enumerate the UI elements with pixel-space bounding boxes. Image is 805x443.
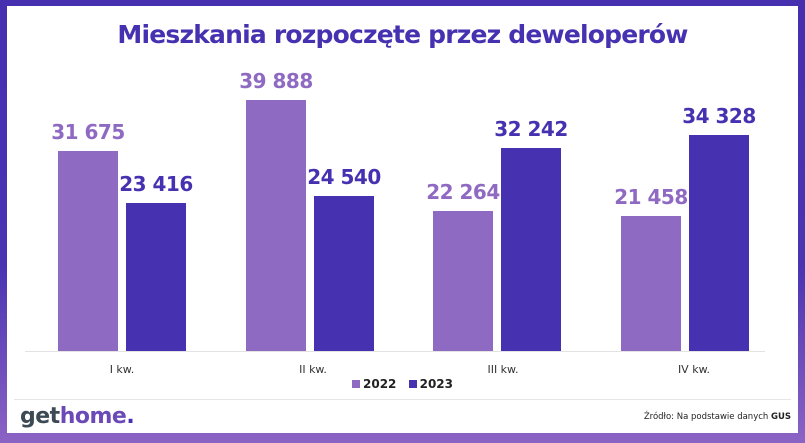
- bar-2023-2: [314, 196, 374, 351]
- bar-2022-1: [58, 151, 118, 351]
- category-label-2: II kw.: [299, 363, 327, 376]
- chart-title: Mieszkania rozpoczęte przez deweloperów: [117, 20, 688, 49]
- bar-2022-4: [621, 216, 681, 351]
- value-label-2023-1: 23 416: [119, 172, 193, 196]
- bar-2023-3: [501, 148, 561, 351]
- value-label-2023-3: 32 242: [494, 117, 568, 141]
- legend-item-2022: 2022: [352, 377, 396, 391]
- category-label-1: I kw.: [109, 363, 135, 376]
- legend: 2022 2023: [7, 377, 798, 391]
- bar-2022-2: [246, 100, 306, 351]
- value-label-2022-3: 22 264: [426, 180, 500, 204]
- source-note: Źródło: Na podstawie danych GUS: [643, 412, 791, 422]
- x-axis-line: [25, 351, 765, 352]
- legend-swatch-2023: [408, 380, 417, 388]
- value-label-2023-2: 24 540: [307, 165, 381, 189]
- gethome-logo: gethome.: [20, 404, 135, 429]
- bar-2023-1: [126, 203, 186, 351]
- chart-card: Mieszkania rozpoczęte przez deweloperów …: [7, 6, 798, 433]
- legend-swatch-2022: [352, 380, 360, 388]
- value-label-2022-1: 31 675: [51, 120, 125, 144]
- bar-2022-3: [433, 211, 493, 351]
- bar-2023-4: [689, 135, 749, 351]
- bar-plot-area: 31 675 23 416 39 888 24 540 22 264 32 242 21 4…: [7, 6, 798, 433]
- value-label-2022-2: 39 888: [239, 69, 313, 93]
- category-label-4: IV kw.: [677, 363, 711, 376]
- value-label-2023-4: 34 328: [682, 104, 756, 128]
- category-label-3: III kw.: [487, 363, 519, 376]
- value-label-2022-4: 21 458: [614, 185, 688, 209]
- legend-item-2023: 2023: [408, 377, 453, 391]
- footer-divider: [14, 399, 791, 400]
